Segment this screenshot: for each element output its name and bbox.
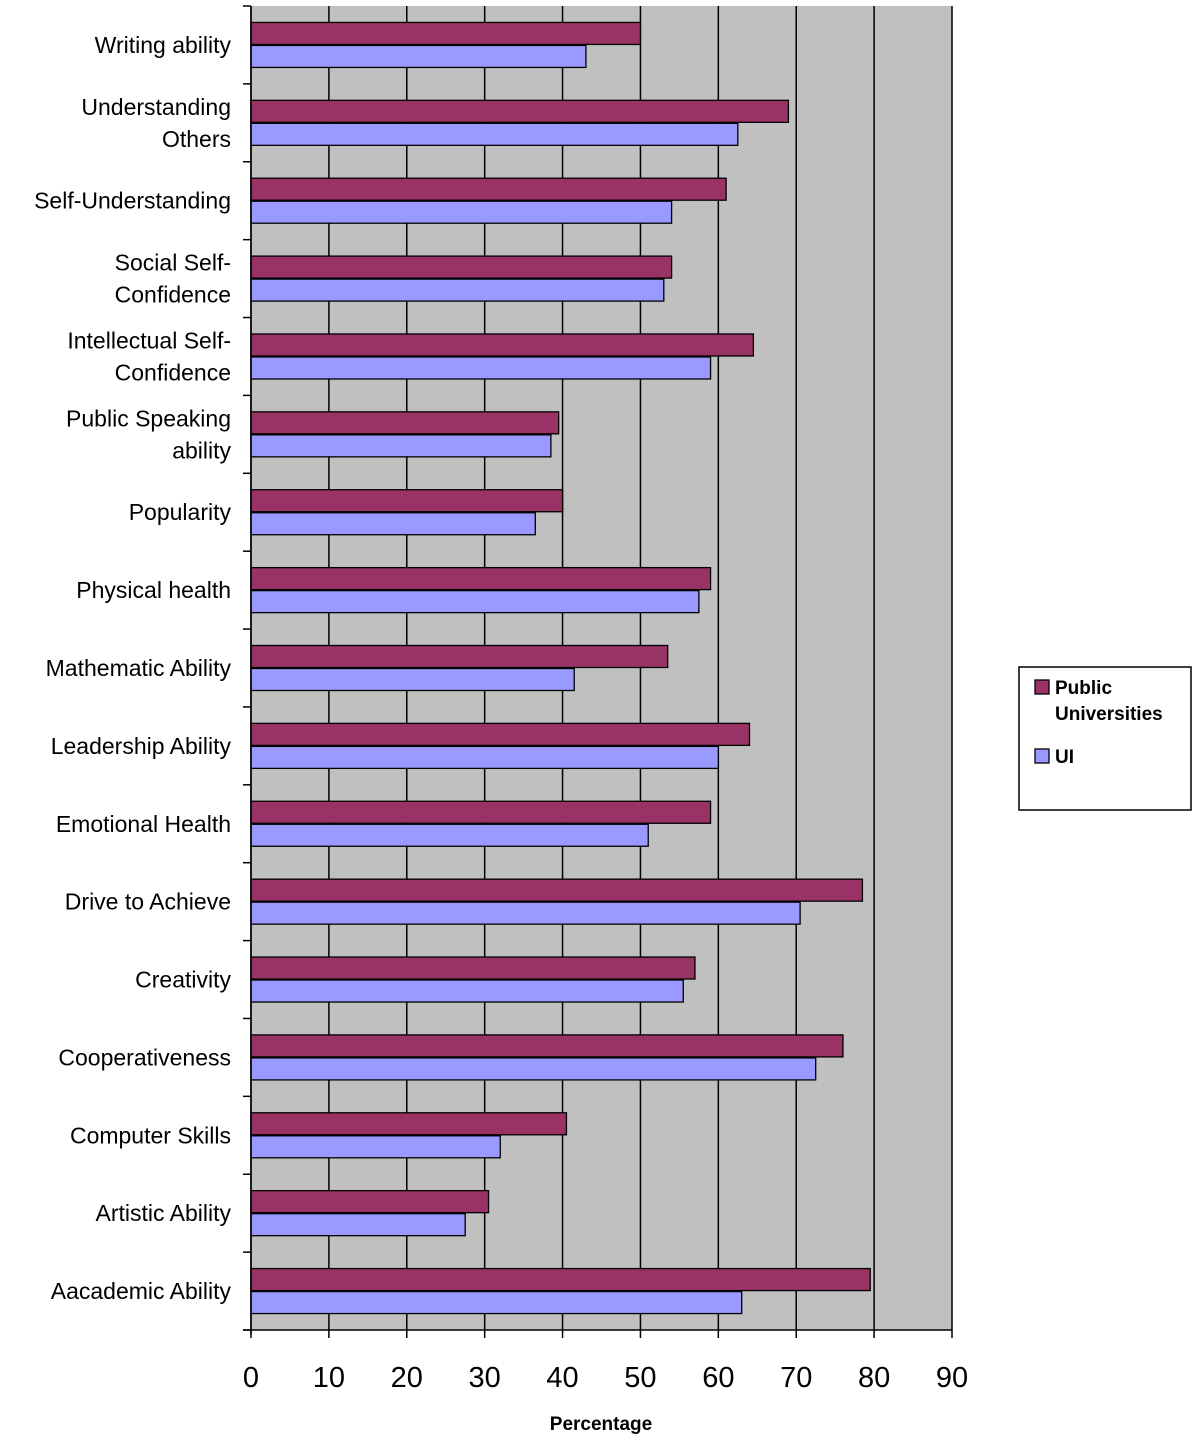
category-label: Creativity bbox=[135, 967, 231, 993]
category-label: Others bbox=[162, 126, 231, 152]
x-tick-label: 70 bbox=[780, 1362, 812, 1394]
bar-ui bbox=[250, 512, 536, 536]
category-labels: Writing ability Understanding Others Self-U… bbox=[34, 32, 231, 1304]
bar-public-universities bbox=[250, 1112, 568, 1136]
category-label: Leadership Ability bbox=[51, 733, 232, 759]
bar-ui bbox=[250, 122, 739, 146]
bar-ui bbox=[250, 745, 719, 770]
bar-public-universities bbox=[250, 411, 560, 435]
category-label: Mathematic Ability bbox=[46, 655, 232, 681]
category-label: Physical health bbox=[76, 577, 231, 603]
x-tick-label: 90 bbox=[936, 1362, 968, 1394]
bar-ui bbox=[250, 667, 575, 692]
legend-swatch bbox=[1034, 748, 1050, 764]
legend-swatch bbox=[1034, 679, 1050, 695]
x-tick-label: 40 bbox=[546, 1362, 578, 1394]
bar-ui bbox=[250, 1290, 743, 1315]
category-label: Self-Understanding bbox=[34, 188, 231, 214]
bar-ui bbox=[250, 901, 801, 925]
category-label: Confidence bbox=[115, 282, 231, 308]
category-label: Drive to Achieve bbox=[65, 889, 231, 915]
category-label: Cooperativeness bbox=[58, 1044, 231, 1070]
x-tick-label: 0 bbox=[243, 1362, 259, 1394]
bar-ui bbox=[250, 278, 665, 302]
bar-public-universities bbox=[250, 1190, 490, 1214]
category-label: Writing ability bbox=[95, 32, 232, 58]
bar-ui bbox=[250, 589, 700, 614]
bar-ui bbox=[250, 44, 587, 69]
bar-ui bbox=[250, 979, 684, 1003]
bar-public-universities bbox=[250, 333, 755, 357]
bar-public-universities bbox=[250, 1034, 844, 1058]
x-tick-label: 60 bbox=[702, 1362, 734, 1394]
bar-public-universities bbox=[250, 644, 669, 669]
category-label: Public Speaking bbox=[66, 405, 231, 431]
bar-ui bbox=[250, 434, 552, 458]
bar-public-universities bbox=[250, 956, 696, 980]
category-label: Intellectual Self- bbox=[67, 327, 231, 353]
bar-public-universities bbox=[250, 489, 564, 513]
category-label: ability bbox=[172, 437, 231, 463]
bar-public-universities bbox=[250, 21, 642, 46]
bar-ui bbox=[250, 1057, 817, 1081]
bar-public-universities bbox=[250, 800, 712, 824]
category-label: Artistic Ability bbox=[96, 1200, 232, 1226]
bar-public-universities bbox=[250, 177, 727, 201]
bar-public-universities bbox=[250, 1267, 871, 1292]
bar-ui bbox=[250, 1135, 501, 1159]
bar-ui bbox=[250, 1213, 466, 1237]
legend-label: UI bbox=[1055, 747, 1074, 768]
bar-public-universities bbox=[250, 566, 712, 591]
x-tick-label: 80 bbox=[858, 1362, 890, 1394]
bar-ui bbox=[250, 823, 649, 847]
axes bbox=[243, 5, 953, 1338]
bar-ui bbox=[250, 356, 712, 380]
bar-public-universities bbox=[250, 878, 864, 902]
category-label: Computer Skills bbox=[70, 1122, 231, 1148]
bar-public-universities bbox=[250, 722, 751, 747]
legend: Public Universities UI bbox=[1018, 666, 1192, 811]
legend-label: Public bbox=[1055, 678, 1112, 699]
x-tick-label: 30 bbox=[469, 1362, 501, 1394]
category-label: Confidence bbox=[115, 359, 231, 385]
x-axis-title: Percentage bbox=[550, 1414, 652, 1435]
legend-label: Universities bbox=[1055, 704, 1163, 725]
bar-public-universities bbox=[250, 255, 673, 279]
bars bbox=[250, 21, 871, 1315]
x-tick-label: 50 bbox=[624, 1362, 656, 1394]
x-tick-label: 20 bbox=[391, 1362, 423, 1394]
x-tick-label: 10 bbox=[313, 1362, 345, 1394]
bar-public-universities bbox=[250, 99, 790, 123]
category-label: Understanding bbox=[81, 94, 231, 120]
category-label: Aacademic Ability bbox=[51, 1278, 232, 1304]
category-label: Emotional Health bbox=[56, 811, 231, 837]
category-label: Popularity bbox=[129, 499, 232, 525]
bar-ui bbox=[250, 200, 673, 224]
category-label: Social Self- bbox=[115, 250, 231, 276]
x-tick-labels: 0 10 20 30 40 50 60 70 80 90 bbox=[243, 1362, 968, 1394]
